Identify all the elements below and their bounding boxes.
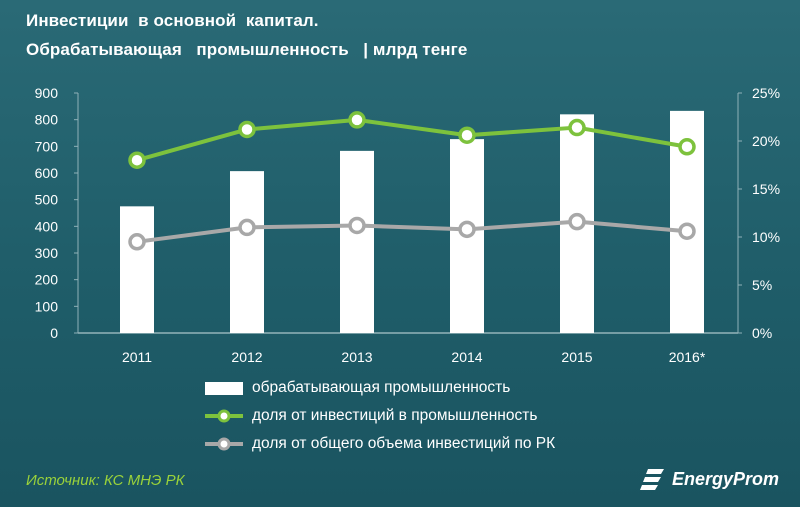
- data-point: [348, 216, 366, 235]
- legend-label: обрабатывающая промышленность: [252, 379, 511, 396]
- y-tick-label-right: 0%: [752, 325, 772, 341]
- y-tick-label-left: 200: [35, 272, 59, 288]
- y-tick-label-left: 700: [35, 138, 59, 154]
- brand-logo: EnergyProm: [640, 466, 779, 492]
- legend-item-green-line: доля от инвестиций в промышленность: [205, 405, 537, 427]
- chart-plot: 0 100 200 300 400 500 600 700 800 900 0% 5% 10% 15% 20…: [35, 85, 780, 365]
- y-tick-label-left: 300: [35, 245, 59, 261]
- legend-swatch-bar: [205, 381, 243, 395]
- y-tick-label-left: 800: [35, 112, 59, 128]
- legend-item-bars: обрабатывающая промышленность: [205, 377, 510, 399]
- y-tick-label-left: 500: [35, 192, 59, 208]
- x-tick-label: 2016*: [669, 349, 706, 365]
- data-point: [678, 138, 696, 156]
- y-tick-label-right: 25%: [752, 85, 780, 101]
- legend-swatch-green-line: [205, 409, 243, 423]
- data-point: [238, 218, 256, 237]
- y-tick-label-left: 100: [35, 298, 59, 314]
- chart-subtitle: Обрабатывающая промышленность | млрд тен…: [26, 40, 468, 59]
- x-tick-label: 2015: [561, 349, 592, 365]
- data-point: [128, 233, 146, 251]
- series-line: [136, 117, 688, 163]
- x-tick-label: 2012: [231, 349, 262, 365]
- y-tick-label-left: 900: [35, 85, 59, 101]
- y-tick-label-left: 600: [35, 165, 59, 181]
- y-tick-label-left: 0: [50, 325, 58, 341]
- y-tick-label-right: 5%: [752, 277, 772, 293]
- y-tick-label-right: 10%: [752, 229, 780, 245]
- bar: [230, 171, 264, 333]
- bar: [120, 206, 154, 333]
- legend-label: доля от общего объема инвестиций по РК: [252, 435, 556, 452]
- source-note: Источник: КС МНЭ РК: [26, 472, 185, 489]
- data-point: [458, 220, 476, 239]
- data-point: [568, 212, 586, 231]
- series-line: [136, 219, 688, 244]
- y-tick-label-right: 15%: [752, 181, 780, 197]
- data-point: [458, 126, 476, 144]
- data-point: [128, 151, 146, 169]
- y-tick-label-left: 400: [35, 218, 59, 234]
- y-tick-label-right: 20%: [752, 133, 780, 149]
- legend-swatch-gray-line: [205, 437, 243, 451]
- bar: [340, 150, 374, 333]
- data-point: [568, 118, 586, 137]
- legend-label: доля от инвестиций в промышленность: [252, 407, 538, 424]
- data-point: [348, 111, 366, 129]
- legend-item-gray-line: доля от общего объема инвестиций по РК: [205, 433, 555, 455]
- data-point: [238, 120, 256, 139]
- logo-icon: [640, 469, 664, 490]
- x-tick-label: 2014: [451, 349, 482, 365]
- chart-title: Инвестиции в основной капитал.: [26, 11, 319, 30]
- data-point: [678, 222, 696, 240]
- logo-text: EnergyProm: [672, 468, 780, 489]
- x-tick-label: 2011: [122, 349, 152, 365]
- x-tick-label: 2013: [341, 349, 372, 365]
